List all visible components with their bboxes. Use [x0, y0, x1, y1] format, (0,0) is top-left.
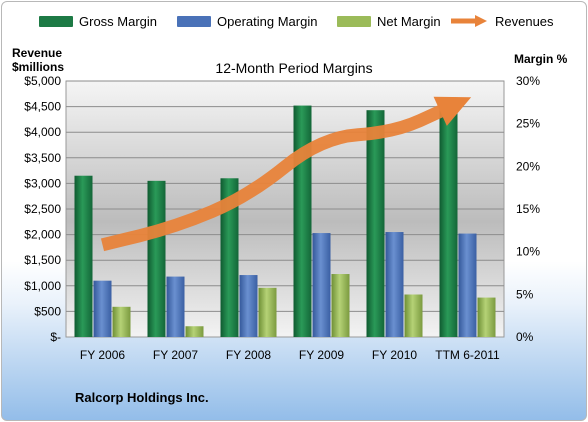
- left-tick-label: $5,000: [24, 74, 61, 88]
- left-tick-label: $500: [34, 304, 61, 318]
- bar-net-margin: [404, 294, 423, 337]
- bar-gross-margin: [293, 105, 312, 338]
- legend-label-net: Net Margin: [377, 13, 441, 29]
- bar-net-margin: [477, 297, 496, 337]
- bar-gross-margin: [220, 178, 239, 337]
- x-tick-label: FY 2010: [372, 348, 417, 362]
- revenue-arrow-shaft: [100, 102, 449, 252]
- x-tick-label: FY 2008: [226, 348, 271, 362]
- right-axis-title: Margin %: [514, 52, 568, 66]
- bar-operating-margin: [93, 280, 112, 337]
- legend-net-margin: Net Margin: [337, 13, 441, 29]
- left-axis-ticks: $- $500 $1,000 $1,500 $2,000 $2,500 $3,000 $3,5…: [24, 74, 61, 344]
- x-tick-label: FY 2007: [153, 348, 198, 362]
- left-axis-title-line2: $millions: [12, 60, 65, 74]
- right-axis-ticks: 0% 5% 10% 15% 20% 25% 30%: [516, 74, 540, 344]
- bar-operating-margin: [312, 233, 331, 337]
- x-axis-labels: FY 2006 FY 2007 FY 2008 FY 2009 FY 2010 TTM 6…: [80, 348, 500, 362]
- x-tick-label: FY 2009: [299, 348, 344, 362]
- right-tick-label: 0%: [516, 330, 534, 344]
- bar-net-margin: [258, 287, 277, 337]
- legend-revenues: Revenues: [449, 13, 554, 29]
- bar-operating-margin: [166, 276, 185, 337]
- legend-gross-margin: Gross Margin: [39, 13, 157, 29]
- right-tick-label: 10%: [516, 245, 540, 259]
- legend-label-gross: Gross Margin: [79, 13, 158, 29]
- legend-swatch-net: [337, 15, 371, 27]
- left-axis-title-line1: Revenue: [12, 46, 63, 60]
- left-axis-title: Revenue $millions: [12, 46, 64, 74]
- bar-net-margin: [331, 274, 350, 337]
- left-tick-label: $1,500: [24, 253, 61, 267]
- bar-gross-margin: [147, 180, 166, 337]
- right-tick-label: 25%: [516, 117, 540, 131]
- bar-operating-margin: [458, 233, 477, 337]
- legend-arrow-icon: [451, 15, 487, 27]
- chart-title: 12-Month Period Margins: [215, 60, 373, 76]
- left-tick-label: $3,000: [24, 176, 61, 190]
- legend-operating-margin: Operating Margin: [177, 13, 317, 29]
- left-tick-label: $2,500: [24, 202, 61, 216]
- bar-net-margin: [112, 306, 131, 337]
- bar-gross-margin: [439, 97, 458, 337]
- x-tick-label: TTM 6-2011: [435, 348, 500, 362]
- left-tick-label: $4,500: [24, 100, 61, 114]
- right-tick-label: 15%: [516, 202, 540, 216]
- gridlines: [66, 80, 504, 312]
- revenue-arrow: [100, 96, 472, 252]
- legend-label-revenues: Revenues: [495, 13, 554, 29]
- bar-gross-margin: [74, 175, 93, 337]
- right-tick-label: 30%: [516, 74, 540, 88]
- revenue-arrow-head: [433, 96, 472, 126]
- bar-net-margin: [185, 326, 204, 337]
- left-tick-label: $2,000: [24, 228, 61, 242]
- left-tick-label: $1,000: [24, 279, 61, 293]
- left-tick-label: $3,500: [24, 151, 61, 165]
- bar-operating-margin: [239, 275, 258, 337]
- left-tick-label: $-: [50, 330, 61, 344]
- right-tick-label: 5%: [516, 287, 534, 301]
- bar-operating-margin: [385, 232, 404, 337]
- legend-swatch-gross: [39, 15, 73, 27]
- bar-gross-margin: [366, 110, 385, 338]
- legend-swatch-operating: [177, 15, 211, 27]
- x-tick-label: FY 2006: [80, 348, 125, 362]
- left-tick-label: $4,000: [24, 125, 61, 139]
- company-name: Ralcorp Holdings Inc.: [75, 390, 209, 405]
- legend-label-operating: Operating Margin: [217, 13, 318, 29]
- right-tick-label: 20%: [516, 159, 540, 173]
